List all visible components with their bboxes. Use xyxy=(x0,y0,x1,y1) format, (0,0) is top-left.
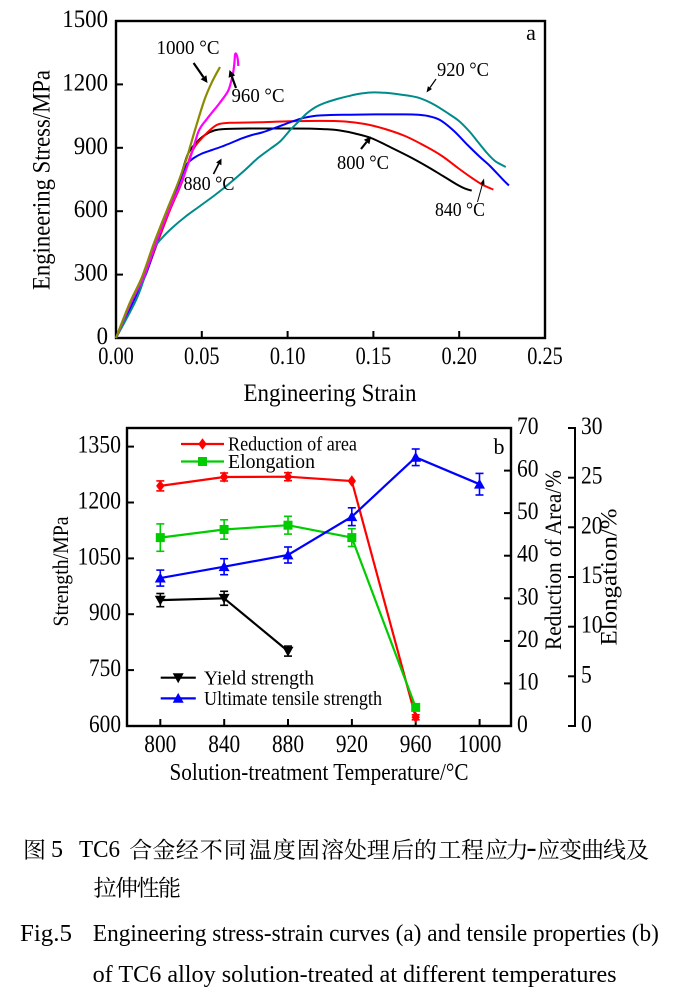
svg-text:5: 5 xyxy=(51,837,63,863)
svg-text:600: 600 xyxy=(89,711,121,738)
svg-text:1000: 1000 xyxy=(458,731,502,758)
svg-text:Solution-treatment Temperature: Solution-treatment Temperature/°C xyxy=(170,760,469,786)
svg-text:0: 0 xyxy=(581,711,592,738)
svg-text:1500: 1500 xyxy=(62,6,108,33)
svg-text:960 °C: 960 °C xyxy=(232,85,285,107)
svg-text:1200: 1200 xyxy=(78,488,122,515)
svg-text:Elongation: Elongation xyxy=(228,451,315,473)
svg-text:Elongation/%: Elongation/% xyxy=(597,509,622,646)
svg-text:800: 800 xyxy=(144,731,176,758)
svg-text:10: 10 xyxy=(581,612,603,639)
svg-text:0.15: 0.15 xyxy=(356,343,392,370)
svg-text:750: 750 xyxy=(89,655,121,682)
svg-text:Ultimate tensile strength: Ultimate tensile strength xyxy=(204,688,382,710)
svg-text:900: 900 xyxy=(74,133,108,160)
svg-text:600: 600 xyxy=(74,196,108,223)
svg-text:TC6: TC6 xyxy=(79,837,120,863)
svg-text:of TC6 alloy solution-treated: of TC6 alloy solution-treated at differe… xyxy=(93,962,617,988)
svg-text:60: 60 xyxy=(517,456,539,483)
svg-text:0: 0 xyxy=(97,323,108,350)
svg-text:Fig.5: Fig.5 xyxy=(20,921,72,947)
svg-text:30: 30 xyxy=(517,583,539,610)
svg-text:b: b xyxy=(494,434,505,459)
svg-text:0.05: 0.05 xyxy=(184,343,220,370)
svg-text:840 °C: 840 °C xyxy=(435,199,485,221)
svg-text:20: 20 xyxy=(581,512,603,539)
svg-text:50: 50 xyxy=(517,498,539,525)
svg-text:0.25: 0.25 xyxy=(527,343,563,370)
svg-text:880: 880 xyxy=(272,731,304,758)
svg-text:25: 25 xyxy=(581,463,603,490)
svg-text:Reduction of Area/%: Reduction of Area/% xyxy=(541,470,566,650)
svg-text:20: 20 xyxy=(517,626,539,653)
svg-text:a: a xyxy=(526,20,536,45)
svg-text:Engineering stress-strain curv: Engineering stress-strain curves (a) and… xyxy=(93,921,659,947)
svg-text:800 °C: 800 °C xyxy=(337,152,389,174)
svg-text:960: 960 xyxy=(400,731,432,758)
svg-text:1050: 1050 xyxy=(78,543,122,570)
svg-text:Engineering Stress/MPa: Engineering Stress/MPa xyxy=(29,70,56,290)
svg-text:840: 840 xyxy=(208,731,240,758)
svg-text:900: 900 xyxy=(89,599,121,626)
svg-text:40: 40 xyxy=(517,541,539,568)
svg-text:1000 °C: 1000 °C xyxy=(157,37,220,59)
svg-text:Engineering Strain: Engineering Strain xyxy=(244,380,417,407)
svg-text:880 °C: 880 °C xyxy=(184,173,235,195)
svg-text:1350: 1350 xyxy=(78,432,122,459)
svg-text:30: 30 xyxy=(581,413,603,440)
svg-text:15: 15 xyxy=(581,562,603,589)
svg-text:920 °C: 920 °C xyxy=(437,59,489,81)
svg-text:920: 920 xyxy=(336,731,368,758)
svg-text:70: 70 xyxy=(517,413,539,440)
svg-text:Yield strength: Yield strength xyxy=(204,668,314,690)
svg-text:Strength/MPa: Strength/MPa xyxy=(48,516,73,626)
svg-text:0.10: 0.10 xyxy=(270,343,306,370)
svg-text:1200: 1200 xyxy=(62,69,108,96)
svg-text:0.00: 0.00 xyxy=(98,343,134,370)
svg-text:10: 10 xyxy=(517,668,539,695)
svg-text:0: 0 xyxy=(517,711,528,738)
svg-text:0.20: 0.20 xyxy=(441,343,477,370)
svg-text:Reduction of area: Reduction of area xyxy=(228,434,357,456)
svg-text:300: 300 xyxy=(74,260,108,287)
svg-text:5: 5 xyxy=(581,661,592,688)
